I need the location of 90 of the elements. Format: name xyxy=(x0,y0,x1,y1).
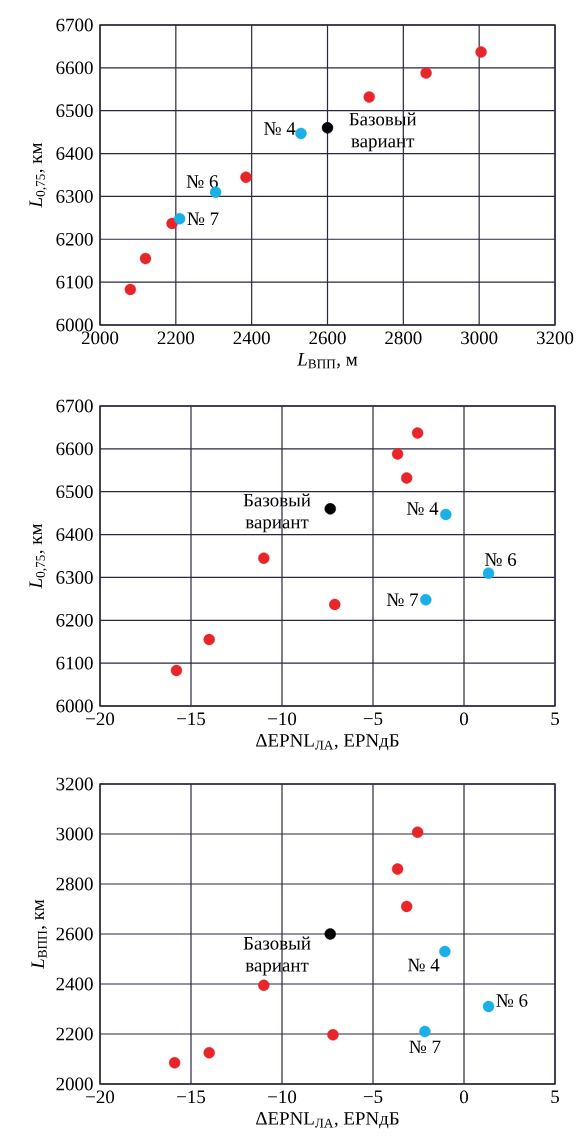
y-tick-label: 3000 xyxy=(56,827,93,841)
point xyxy=(439,945,451,958)
y-tick-label: 6700 xyxy=(56,399,93,413)
y-axis-title: L$_{0,75}$, км xyxy=(29,143,47,208)
point xyxy=(203,1047,215,1059)
x-tick-label: 2400 xyxy=(233,331,270,345)
point xyxy=(363,91,375,103)
x-tick-label: 2000 xyxy=(81,331,119,345)
point xyxy=(475,46,487,58)
point xyxy=(391,448,404,460)
y-tick-label: 6300 xyxy=(56,190,93,203)
point xyxy=(420,594,432,606)
point xyxy=(321,122,334,134)
y-tick-label: 6300 xyxy=(56,571,93,584)
x-tick-label: 0 xyxy=(459,712,468,726)
point xyxy=(420,67,432,79)
y-tick-label: 6600 xyxy=(56,442,93,456)
x-tick-label: −10 xyxy=(268,1090,297,1104)
x-axis-title: ΔEPNL$_{ЛА}$, EPNдБ xyxy=(256,734,399,751)
x-tick-label: −5 xyxy=(363,712,383,726)
point xyxy=(168,1057,181,1069)
x-tick-label: −15 xyxy=(177,1090,206,1104)
point xyxy=(258,552,270,564)
point xyxy=(324,503,336,515)
annotation: Базовый вариант xyxy=(243,936,311,976)
x-axis-title: ΔEPNL$_{ЛА}$, EPNдБ xyxy=(256,1112,399,1129)
y-tick-label: 6400 xyxy=(56,147,93,160)
point xyxy=(419,1025,431,1038)
y-tick-label: 2800 xyxy=(56,877,93,891)
annotation: № 6 xyxy=(496,994,528,1007)
y-tick-label: 6000 xyxy=(56,318,93,332)
annotation: № 4 xyxy=(406,502,439,515)
x-tick-label: −15 xyxy=(177,712,206,726)
y-tick-label: 6500 xyxy=(56,104,93,118)
point xyxy=(440,508,452,521)
point xyxy=(173,213,186,225)
x-tick-label: −5 xyxy=(363,1090,383,1104)
point xyxy=(170,664,183,677)
y-tick-label: 6700 xyxy=(56,18,93,32)
point xyxy=(258,979,270,991)
annotation: № 7 xyxy=(386,593,419,606)
point xyxy=(329,598,341,611)
x-tick-label: 2200 xyxy=(157,331,195,345)
y-tick-label: 6600 xyxy=(56,61,93,75)
x-tick-label: 2600 xyxy=(309,331,346,345)
point xyxy=(124,283,137,296)
y-tick-label: 6500 xyxy=(56,485,93,499)
point xyxy=(327,1029,339,1041)
point xyxy=(482,567,495,579)
y-tick-label: 2000 xyxy=(56,1077,93,1091)
y-tick-label: 3200 xyxy=(56,777,93,791)
point xyxy=(411,826,424,838)
annotation: № 6 xyxy=(186,175,218,188)
point xyxy=(139,252,152,265)
x-tick-label: 3200 xyxy=(536,331,574,345)
y-tick-label: 2200 xyxy=(56,1027,93,1041)
point xyxy=(240,171,252,183)
annotation: № 4 xyxy=(407,958,440,972)
annotation: № 6 xyxy=(484,553,517,566)
y-tick-label: 6100 xyxy=(56,656,93,670)
point xyxy=(400,472,413,484)
x-axis-title: L$_{ВПП}$, м xyxy=(297,353,358,369)
x-tick-label: 0 xyxy=(459,1090,468,1104)
x-tick-label: 5 xyxy=(551,1090,559,1104)
x-tick-label: 3000 xyxy=(461,331,498,345)
x-tick-label: −10 xyxy=(268,712,297,726)
point xyxy=(295,127,307,140)
annotation: № 7 xyxy=(187,212,219,225)
y-tick-label: 6000 xyxy=(56,699,93,713)
annotation: № 7 xyxy=(409,1040,441,1054)
annotation: Базовый вариант xyxy=(243,493,311,533)
x-tick-label: 2800 xyxy=(385,331,422,345)
y-tick-label: 2600 xyxy=(56,927,93,941)
point xyxy=(391,863,404,875)
x-tick-label: −20 xyxy=(86,712,115,726)
y-tick-label: 6200 xyxy=(56,232,93,246)
point xyxy=(482,1000,495,1013)
annotation: № 4 xyxy=(264,122,296,135)
point xyxy=(411,427,424,439)
y-tick-label: 2400 xyxy=(56,977,93,991)
y-axis-title: L$_{ВПП}$, км xyxy=(31,899,47,970)
y-axis-title: L$_{0,75}$, км xyxy=(29,524,47,589)
y-tick-label: 6100 xyxy=(56,275,93,289)
y-tick-label: 6400 xyxy=(56,528,93,541)
point xyxy=(324,928,336,940)
point xyxy=(203,633,215,646)
y-tick-label: 6200 xyxy=(56,613,93,627)
point xyxy=(400,900,413,913)
x-tick-label: −20 xyxy=(86,1090,115,1104)
x-tick-label: 5 xyxy=(551,712,559,726)
